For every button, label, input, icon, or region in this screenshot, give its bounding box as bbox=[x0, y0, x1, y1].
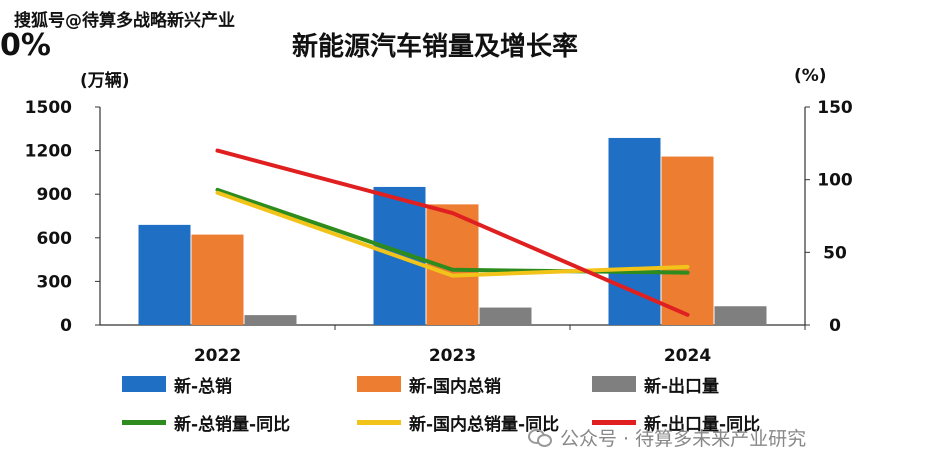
wechat-icon bbox=[528, 428, 552, 447]
legend-swatch bbox=[122, 376, 166, 392]
bar bbox=[714, 306, 767, 325]
left-axis-unit: (万辆) bbox=[80, 71, 130, 91]
left-tick-label: 300 bbox=[37, 272, 73, 292]
right-tick-label: 100 bbox=[817, 171, 853, 191]
left-tick-label: 0 bbox=[60, 316, 72, 336]
legend-label: 新-总销量-同比 bbox=[174, 414, 291, 435]
legend-label: 新-国内总销量-同比 bbox=[409, 414, 560, 435]
x-tick-label: 2023 bbox=[429, 346, 476, 366]
left-tick-label: 1500 bbox=[25, 98, 72, 118]
right-tick-label: 50 bbox=[823, 243, 847, 263]
x-tick-label: 2024 bbox=[664, 346, 711, 366]
corner-label: 0% bbox=[0, 28, 51, 63]
legend-label: 新-总销 bbox=[174, 376, 233, 397]
legend-item: 新-国内总销量-同比 bbox=[357, 410, 592, 435]
bar bbox=[479, 307, 532, 325]
left-tick-label: 1200 bbox=[25, 142, 72, 162]
x-tick-label: 2022 bbox=[194, 346, 241, 366]
series-line bbox=[215, 148, 690, 317]
bar bbox=[661, 156, 714, 325]
legend-swatch bbox=[592, 419, 636, 425]
legend-swatch bbox=[357, 376, 401, 392]
bar bbox=[191, 234, 244, 325]
bar bbox=[608, 137, 661, 325]
right-axis-unit: (%) bbox=[794, 66, 827, 86]
legend-swatch bbox=[592, 376, 636, 392]
bar bbox=[244, 315, 297, 325]
legend-item: 新-总销量-同比 bbox=[122, 410, 357, 435]
chart-title: 新能源汽车销量及增长率 bbox=[291, 32, 578, 62]
wechat-account-label: 公众号 · 待算多未来产业研究 bbox=[560, 428, 807, 450]
legend-label: 新-国内总销 bbox=[409, 376, 502, 397]
wechat-footer: 公众号 · 待算多未来产业研究 bbox=[528, 424, 806, 451]
legend-item: 新-国内总销 bbox=[357, 372, 592, 397]
right-tick-label: 150 bbox=[817, 98, 853, 118]
legend-swatch bbox=[357, 419, 401, 425]
right-tick-label: 0 bbox=[829, 316, 841, 336]
bar bbox=[138, 224, 191, 325]
legend-item: 新-出口量-同比 bbox=[592, 410, 827, 435]
legend-label: 新-出口量-同比 bbox=[644, 414, 761, 435]
left-tick-label: 900 bbox=[37, 185, 73, 205]
legend-item: 新-出口量 bbox=[592, 372, 827, 397]
source-watermark: 搜狐号@待算多战略新兴产业 bbox=[14, 11, 235, 31]
legend-swatch bbox=[122, 419, 166, 425]
series-line bbox=[215, 190, 690, 278]
legend-label: 新-出口量 bbox=[644, 376, 720, 397]
left-tick-label: 600 bbox=[37, 229, 73, 249]
legend-item: 新-总销 bbox=[122, 372, 357, 397]
chart-legend: 新-总销 新-国内总销 新-出口量新-总销量-同比 新-国内总销量-同比 新-出口量-同… bbox=[122, 372, 842, 435]
